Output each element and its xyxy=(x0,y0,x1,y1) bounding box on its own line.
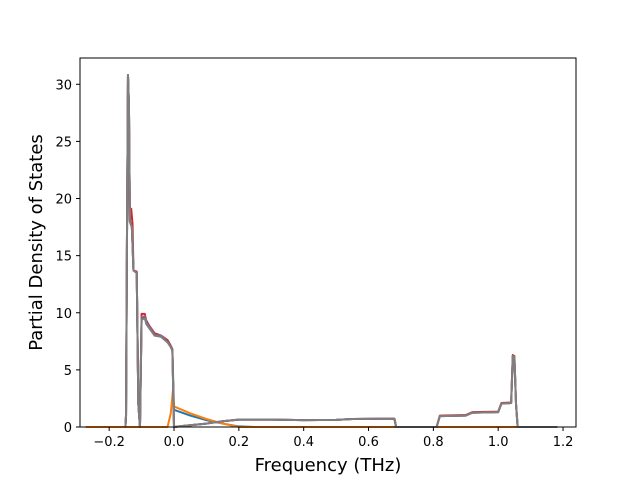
series-line-3 xyxy=(124,74,558,428)
y-tick-label: 25 xyxy=(55,135,72,150)
series-layer xyxy=(85,74,558,428)
y-tick-label: 0 xyxy=(64,421,72,436)
x-axis-label: Frequency (THz) xyxy=(255,455,402,476)
y-tick-label: 5 xyxy=(64,364,72,379)
y-tick-label: 30 xyxy=(55,78,72,93)
x-tick-label: 1.2 xyxy=(553,435,574,450)
x-axis-ticks: −0.2 0.0 0.2 0.4 0.6 0.8 1.0 1.2 xyxy=(93,427,573,450)
x-tick-label: 0.4 xyxy=(293,435,314,450)
y-axis-ticks: 0 5 10 15 20 25 30 xyxy=(55,78,80,436)
series-line-1 xyxy=(85,74,558,428)
x-tick-label: 0.8 xyxy=(423,435,444,450)
plot-frame xyxy=(79,57,577,428)
y-tick-label: 15 xyxy=(55,250,72,265)
y-axis-label: Partial Density of States xyxy=(26,134,47,351)
x-tick-label: 1.0 xyxy=(488,435,509,450)
series-line-6 xyxy=(124,74,558,428)
y-tick-label: 10 xyxy=(55,307,72,322)
x-tick-label: 0.2 xyxy=(229,435,250,450)
series-line-2 xyxy=(85,388,558,428)
x-tick-label: −0.2 xyxy=(93,435,125,450)
series-line-5 xyxy=(124,74,558,428)
x-tick-label: 0.0 xyxy=(164,435,185,450)
x-tick-label: 0.6 xyxy=(358,435,379,450)
y-tick-label: 20 xyxy=(55,193,72,208)
series-line-4 xyxy=(124,74,558,428)
